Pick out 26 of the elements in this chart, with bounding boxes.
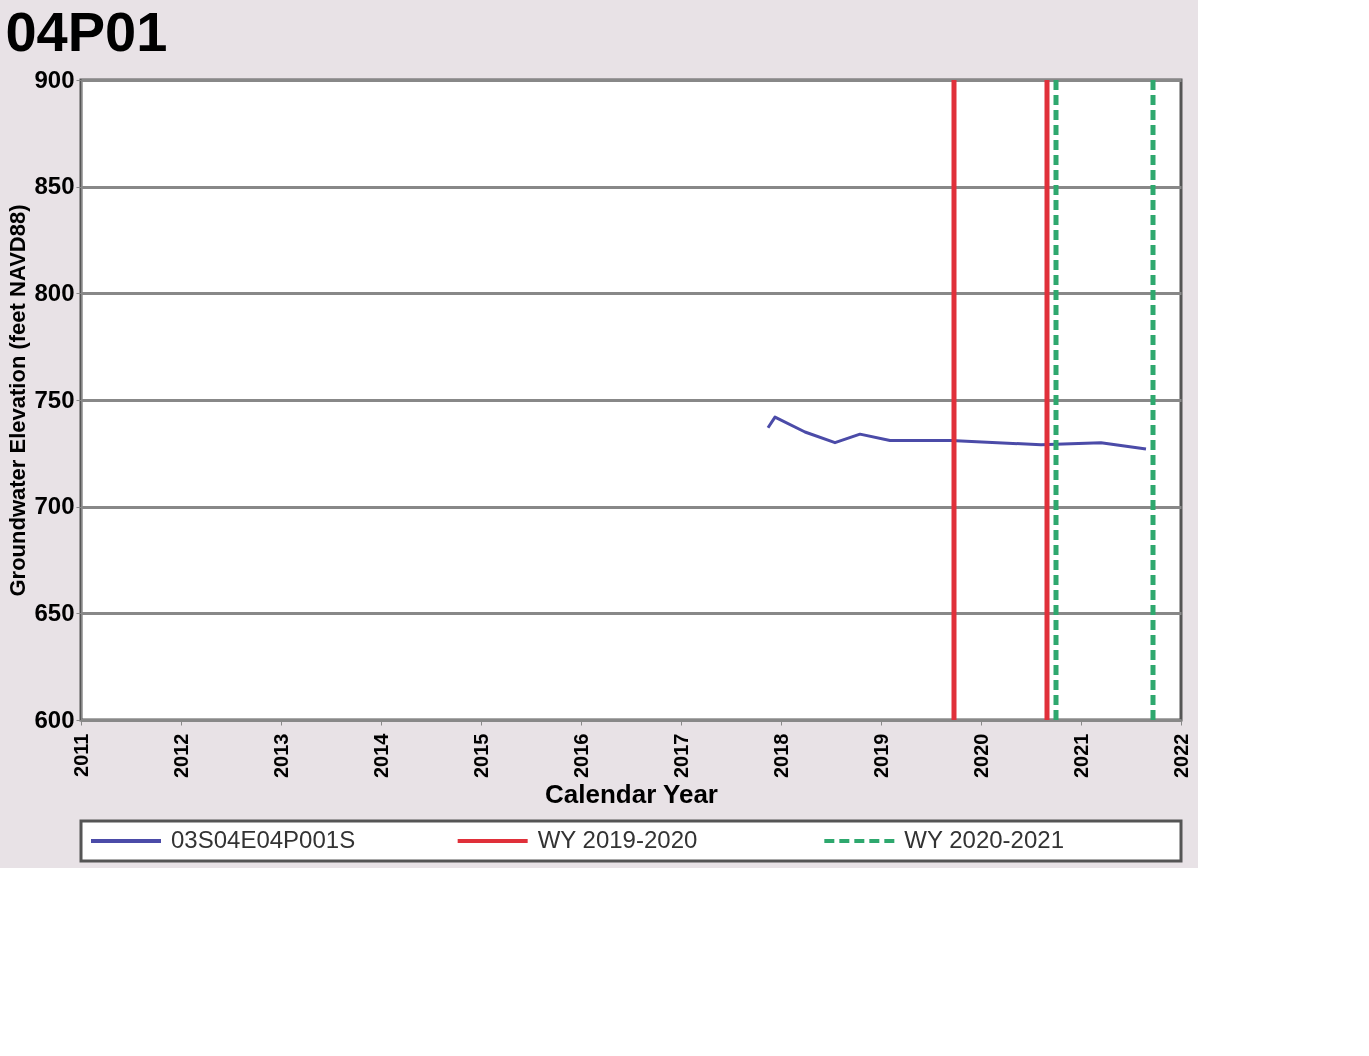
line-series [766, 415, 1148, 451]
y-axis-title: Groundwater Elevation (feet NAVD88) [5, 204, 31, 597]
y-tick-label: 700 [34, 492, 75, 520]
y-tick-label: 750 [34, 385, 75, 413]
legend-label: 03S04E04P001S [171, 826, 356, 853]
x-tick-label: 2019 [869, 733, 892, 778]
x-tick-label: 2021 [1069, 733, 1092, 778]
legend-label: WY 2020-2021 [904, 826, 1065, 853]
x-tick-label: 2018 [769, 733, 792, 778]
x-tick-label: 2014 [369, 732, 392, 778]
x-tick-label: 2017 [669, 733, 692, 778]
legend-label: WY 2019-2020 [537, 826, 698, 853]
x-tick-label: 2020 [969, 733, 992, 778]
y-tick-label: 850 [34, 172, 75, 200]
x-tick-label: 2013 [269, 733, 292, 778]
x-tick-label: 2016 [569, 733, 592, 778]
y-tick-label: 800 [34, 278, 75, 306]
chart-title: 04P01 [5, 0, 168, 63]
x-tick-label: 2015 [469, 733, 492, 778]
y-tick-label: 650 [34, 598, 75, 626]
y-tick-label: 900 [34, 65, 75, 93]
y-tick-label: 600 [34, 705, 75, 733]
x-tick-label: 2012 [169, 733, 192, 778]
x-tick-label: 2011 [69, 733, 92, 777]
x-tick-label: 2022 [1169, 733, 1192, 778]
x-axis-title: Calendar Year [545, 778, 718, 809]
